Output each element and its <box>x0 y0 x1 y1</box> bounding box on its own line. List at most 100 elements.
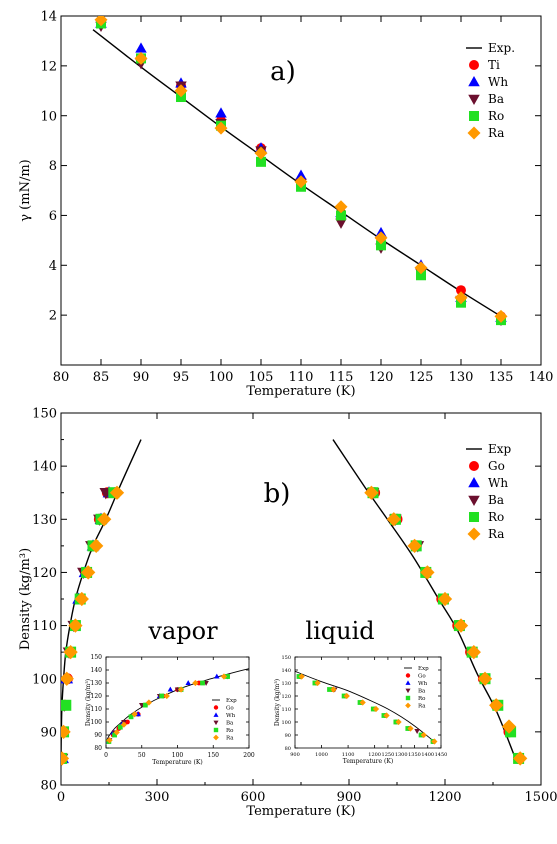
inset-liquid-series-ra-point <box>359 699 366 706</box>
panel-b-data <box>61 439 528 766</box>
panel-a-y-tick-label: 6 <box>49 209 57 224</box>
panel-a-series-wh-point <box>295 169 307 180</box>
inset-liquid-series-ra-point <box>330 686 337 693</box>
inset-vapor-y-tick-label: 110 <box>91 706 103 713</box>
panel-a-series-ra-point <box>294 175 308 189</box>
panel-b-y-tick-label: 80 <box>40 779 57 794</box>
inset-liquid-y-tick-label: 80 <box>285 746 291 752</box>
panel-a-x-tick-label: 130 <box>449 370 474 385</box>
inset-liquid-x-tick-label: 1350 <box>408 752 421 758</box>
panel-b-legend-ra-label: Ra <box>488 527 504 541</box>
panel-a-legend-ro-swatch <box>469 111 479 121</box>
panel-b-legend-ro-swatch <box>469 512 479 522</box>
panel-a-series-ra-point <box>214 121 228 135</box>
panel-b-series-ra-point <box>437 591 453 607</box>
panel-a-series-ra-point <box>374 231 388 245</box>
inset-vapor-legend-ba-label: Ba <box>226 720 234 726</box>
vapor-annotation: vapor <box>147 617 218 645</box>
panel-a-legend-wh-label: Wh <box>488 75 508 89</box>
panel-b-panel-label: b) <box>264 479 291 509</box>
panel-a-x-axis-label: Temperature (K) <box>246 384 355 399</box>
inset-vapor-series-wh-point <box>185 680 191 686</box>
inset-liquid-legend-ba-label: Ba <box>418 688 426 694</box>
inset-vapor-x-tick-label: 100 <box>172 752 184 759</box>
inset-vapor-legend-wh-swatch <box>213 712 219 717</box>
panel-b-series-ra-point <box>89 538 104 554</box>
panel-a-x-tick-label: 110 <box>289 370 314 385</box>
inset-liquid-x-tick-label: 1000 <box>315 752 328 758</box>
inset-vapor-y-axis-label: Density (kg/m³) <box>85 679 92 726</box>
inset-liquid-legend-go-label: Go <box>418 673 426 679</box>
inset-vapor-series-ra-point <box>106 737 113 744</box>
panel-a-series-wh-point <box>135 42 147 53</box>
panel-a-x-tick-label: 115 <box>329 370 354 385</box>
panel-a-legend-exp-label: Exp. <box>488 41 515 55</box>
inset-liquid-series-ra-point <box>395 718 402 726</box>
panel-b-legend-ba-label: Ba <box>488 493 504 507</box>
inset-liquid-series-ro-point <box>327 687 332 692</box>
panel-a-y-axis-label: γ (mN/m) <box>18 159 33 221</box>
inset-vapor-series-ro-point <box>128 714 134 720</box>
inset-vapor-series-ro-point <box>117 724 123 730</box>
panel-a-legend-ti-label: Ti <box>488 58 500 72</box>
panel-b-x-tick-label: 0 <box>57 790 65 805</box>
inset-liquid-legend-ra-swatch <box>405 702 411 709</box>
inset-liquid-data <box>295 670 438 745</box>
panel-b-y-tick-label: 120 <box>32 566 57 581</box>
inset-vapor-plot-frame <box>105 656 250 749</box>
inset-liquid-series-ra-point <box>407 725 414 732</box>
inset-vapor-series-wh-point <box>167 686 174 692</box>
inset-vapor-series-ro-point <box>159 693 165 699</box>
panel-a-legend-ra-label: Ra <box>488 126 504 140</box>
inset-vapor-legend-ro-swatch <box>213 727 219 733</box>
panel-b-y-tick-label: 100 <box>32 672 57 687</box>
panel-a-legend-ra-swatch <box>467 126 481 140</box>
panel-a-x-tick-label: 135 <box>489 370 514 385</box>
inset-liquid-panel: 900 1000 1100 1200 1250 1300 1350 1400 1450 80 90 1… <box>274 655 447 765</box>
inset-vapor-x-tick-label: 150 <box>208 752 220 759</box>
panel-a-x-tick-label: 140 <box>529 370 554 385</box>
inset-liquid-legend-ba-swatch <box>405 688 411 694</box>
panel-b-y-tick-label: 140 <box>32 460 57 475</box>
panel-b-x-tick-label: 900 <box>337 790 362 805</box>
inset-vapor-legend-ba-swatch <box>213 720 219 726</box>
inset-liquid-series-ra-point <box>314 679 321 687</box>
panel-b-y-axis-label: Density (kg/m³) <box>18 548 33 650</box>
panel-a-series-ro-point <box>336 210 346 221</box>
inset-vapor-series-ra-point <box>113 729 120 736</box>
inset-vapor-data <box>106 668 249 744</box>
inset-vapor-x-tick-label: 0 <box>104 752 108 759</box>
inset-vapor-x-axis-label: Temperature (K) <box>152 759 202 766</box>
inset-vapor-legend-go-label: Go <box>226 705 234 711</box>
inset-liquid-legend-ro-swatch <box>405 695 411 701</box>
panel-b-y-tick-label: 150 <box>32 407 57 422</box>
inset-liquid-x-tick-label: 1400 <box>421 752 434 758</box>
inset-vapor-legend-exp-label: Exp <box>226 698 237 704</box>
panel-b-series-ra-point <box>61 751 70 766</box>
panel-b-legend-ba-swatch <box>468 495 480 506</box>
inset-liquid-x-tick-label: 1100 <box>342 752 355 758</box>
panel-b-series-ra-point <box>109 485 125 500</box>
panel-b-panel: 0 300 600 900 1200 15008090100110120130140150… <box>18 407 557 819</box>
panel-a-series-ra-point <box>254 146 268 160</box>
panel-b-x-tick-label: 1500 <box>524 790 557 805</box>
panel-a-legend-ba-swatch <box>468 94 480 105</box>
panel-a-y-tick-label: 2 <box>49 309 57 324</box>
inset-vapor-series-ro-point <box>142 702 148 708</box>
panel-b-legend-ra-swatch <box>467 527 481 541</box>
panel-b-series-ra-point <box>81 565 96 580</box>
inset-liquid-series-ra-point <box>343 692 350 700</box>
inset-vapor-x-tick-label: 200 <box>243 752 255 759</box>
inset-liquid-y-tick-label: 140 <box>281 668 291 674</box>
inset-vapor-series-go-point <box>125 719 130 725</box>
panel-b-series-ra-point <box>477 671 493 686</box>
panel-a-y-tick-label: 10 <box>40 109 57 124</box>
panel-a-series-ro-point <box>256 156 266 167</box>
inset-vapor-legend-wh-label: Wh <box>226 713 236 719</box>
panel-b-x-tick-label: 1200 <box>428 790 461 805</box>
panel-b-series-ra-point <box>513 751 528 766</box>
inset-vapor-series-ra-point <box>220 673 228 680</box>
panel-a-legend-ti-swatch <box>469 60 479 70</box>
inset-liquid-series-ra-point <box>420 731 427 739</box>
